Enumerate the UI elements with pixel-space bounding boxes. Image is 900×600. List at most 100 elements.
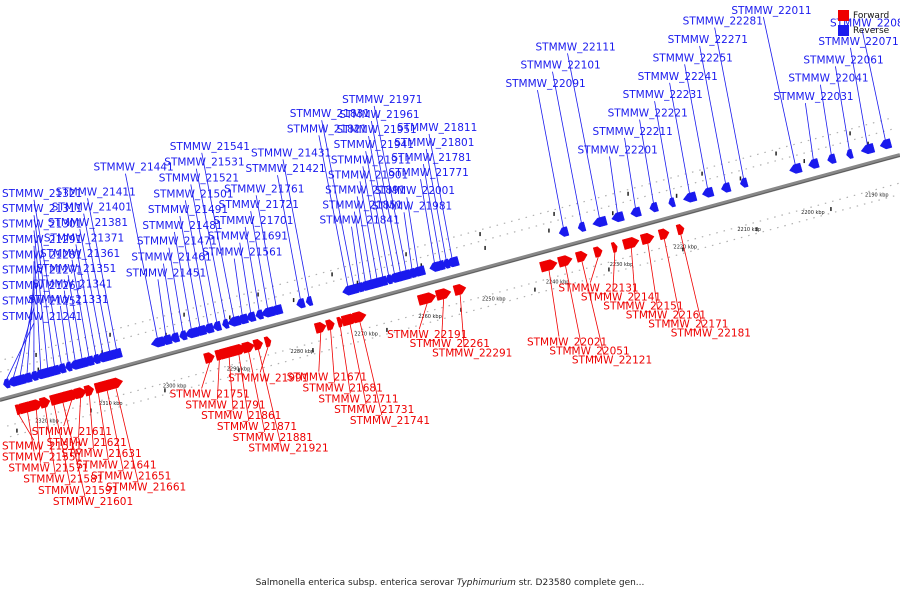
reverse-gene-arrow xyxy=(203,322,215,334)
gene-label: STMMW_21251 xyxy=(2,295,82,307)
genome-backbone-shadow xyxy=(0,155,900,402)
gene-leader-line xyxy=(255,195,277,307)
gene-label: STMMW_22101 xyxy=(520,60,600,72)
gene-label: STMMW_21951 xyxy=(337,124,417,136)
gene-leader-line xyxy=(351,226,360,284)
gene-label: STMMW_22181 xyxy=(671,328,751,340)
gene-label: STMMW_22131 xyxy=(558,283,638,295)
gene-leader-line xyxy=(277,175,301,300)
gene-leader-line xyxy=(195,168,226,321)
forward-gene-arrow xyxy=(28,399,44,412)
gene-leader-line xyxy=(567,53,600,219)
gene-leader-line xyxy=(250,211,269,309)
forward-gene-arrow xyxy=(574,250,588,263)
gene-leader-line xyxy=(201,362,210,389)
gene-label: STMMW_21601 xyxy=(53,496,133,508)
gene-label: STMMW_21241 xyxy=(2,311,82,323)
gene-leader-line xyxy=(44,407,56,474)
gene-label: STMMW_21431 xyxy=(251,147,331,159)
gene-label: STMMW_21331 xyxy=(28,294,108,306)
reverse-gene-arrow xyxy=(808,158,820,169)
gene-label: STMMW_21641 xyxy=(76,459,156,471)
reverse-gene-arrow xyxy=(577,221,587,232)
gene-leader-line xyxy=(589,256,599,283)
gene-label: STMMW_21871 xyxy=(217,421,297,433)
gene-leader-line xyxy=(428,133,453,259)
gene-leader-line xyxy=(654,101,672,199)
scale-tick-label: 2300 kbp xyxy=(163,384,187,390)
gene-leader-line xyxy=(259,346,269,373)
gene-leader-line xyxy=(819,84,832,156)
forward-gene-arrow xyxy=(621,237,640,250)
gene-leader-line xyxy=(71,259,90,358)
gene-leader-line xyxy=(612,252,616,292)
gene-leader-line xyxy=(835,66,850,151)
gene-label: STMMW_22061 xyxy=(803,54,883,66)
reverse-gene-arrow xyxy=(846,148,854,159)
gene-label: STMMW_21341 xyxy=(32,279,112,291)
scale-tick-label: 2260 kbp xyxy=(418,314,442,320)
gene-leader-line xyxy=(168,247,184,332)
gene-label: STMMW_22051 xyxy=(549,346,629,358)
gene-leader-line xyxy=(330,329,335,383)
gene-leader-line xyxy=(59,305,69,363)
gene-leader-line xyxy=(418,303,428,330)
gene-leader-line xyxy=(663,238,681,319)
genome-backbone xyxy=(0,153,900,402)
gene-label: STMMW_21771 xyxy=(389,167,469,179)
caption-suffix: str. D23580 complete gen... xyxy=(515,578,645,588)
forward-gene-arrow xyxy=(325,319,335,331)
reverse-gene-arrow xyxy=(879,138,893,150)
gene-leader-line xyxy=(201,152,235,318)
gene-label: STMMW_21651 xyxy=(91,470,171,482)
gene-label: STMMW_21631 xyxy=(61,448,141,460)
legend-forward: Forward xyxy=(838,8,889,23)
forward-gene-arrow xyxy=(557,255,573,268)
gene-label: STMMW_22011 xyxy=(731,5,811,17)
scale-tick-label: 2200 kbp xyxy=(801,210,825,216)
gene-label: STMMW_21661 xyxy=(106,481,186,493)
forward-gene-arrow xyxy=(657,228,670,241)
gene-label: STMMW_21991 xyxy=(228,373,308,385)
gene-leader-line xyxy=(552,71,582,224)
gene-leader-line xyxy=(27,411,35,452)
gene-label: STMMW_22121 xyxy=(572,355,652,367)
reverse-gene-arrow xyxy=(378,275,389,286)
gene-leader-line xyxy=(406,197,419,268)
reverse-gene-arrow xyxy=(860,143,876,155)
track-guide-dots xyxy=(0,117,891,362)
gene-label: STMMW_22241 xyxy=(638,71,718,83)
gene-leader-line xyxy=(420,179,435,264)
reverse-gene-arrow xyxy=(410,265,427,277)
gene-label: STMMW_21541 xyxy=(170,141,250,153)
gene-leader-line xyxy=(33,245,42,371)
reverse-gene-arrow xyxy=(611,211,625,223)
reverse-gene-arrow xyxy=(160,334,173,346)
scale-tick-label: 2220 kbp xyxy=(674,245,698,251)
gene-label: STMMW_22151 xyxy=(603,301,683,313)
reverse-gene-arrow xyxy=(305,295,314,307)
forward-gene-arrow xyxy=(38,396,51,409)
gene-leader-line xyxy=(318,135,349,287)
gene-label: STMMW_21821 xyxy=(287,123,367,135)
gene-label: STMMW_22231 xyxy=(623,89,703,101)
gene-leader-line xyxy=(368,136,395,275)
gene-label: STMMW_22031 xyxy=(773,91,853,103)
gene-label: STMMW_21891 xyxy=(325,184,405,196)
gene-label: STMMW_21461 xyxy=(131,252,211,264)
reverse-gene-arrow xyxy=(592,215,608,228)
gene-leader-line xyxy=(179,216,201,328)
gene-leader-line xyxy=(647,243,659,310)
gene-leader-line xyxy=(362,166,384,278)
gene-leader-line xyxy=(339,326,351,394)
gene-label: STMMW_21261 xyxy=(2,280,82,292)
track-guide-dots xyxy=(9,193,900,438)
reverse-gene-arrow xyxy=(720,182,732,193)
reverse-gene-arrow xyxy=(789,162,803,174)
reverse-gene-arrow xyxy=(246,311,257,322)
reverse-gene-arrow xyxy=(630,206,642,218)
gene-label: STMMW_21311 xyxy=(2,203,82,215)
gene-label: STMMW_22191 xyxy=(387,329,467,341)
gene-leader-line xyxy=(12,307,35,379)
